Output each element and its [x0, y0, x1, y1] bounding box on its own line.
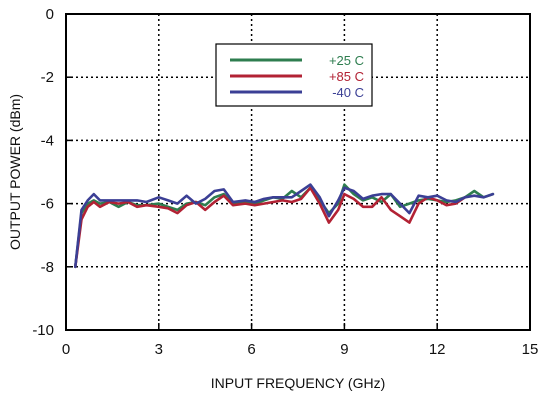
series-lines	[74, 183, 495, 269]
x-tick-label: 9	[340, 341, 348, 358]
y-tick-label: -2	[41, 69, 54, 86]
y-tick-label: -10	[32, 322, 54, 339]
y-tick-label: 0	[46, 6, 54, 23]
x-tick-label: 6	[247, 341, 255, 358]
legend: +25 C +85 C -40 C	[215, 43, 373, 107]
x-tick-label: 0	[62, 341, 70, 358]
y-tick-label: -6	[41, 196, 54, 213]
x-axis-title: INPUT FREQUENCY (GHz)	[211, 375, 386, 391]
y-tick-label: -4	[41, 132, 54, 149]
axis-ticks: 0 3 6 9 12 15 0 -2 -4 -6 -8 -10	[32, 6, 538, 358]
series-line-85c	[74, 186, 467, 269]
x-tick-label: 12	[429, 341, 446, 358]
x-tick-label: 15	[522, 341, 538, 358]
series-line-minus40c	[74, 183, 495, 269]
y-tick-label: -8	[41, 259, 54, 276]
y-axis-title: OUTPUT POWER (dBm)	[7, 94, 23, 250]
legend-label-minus40c: -40 C	[332, 85, 364, 100]
plot-frame	[65, 13, 531, 331]
legend-label-85c: +85 C	[329, 69, 364, 84]
legend-label-25c: +25 C	[329, 53, 364, 68]
x-tick-label: 3	[155, 341, 163, 358]
